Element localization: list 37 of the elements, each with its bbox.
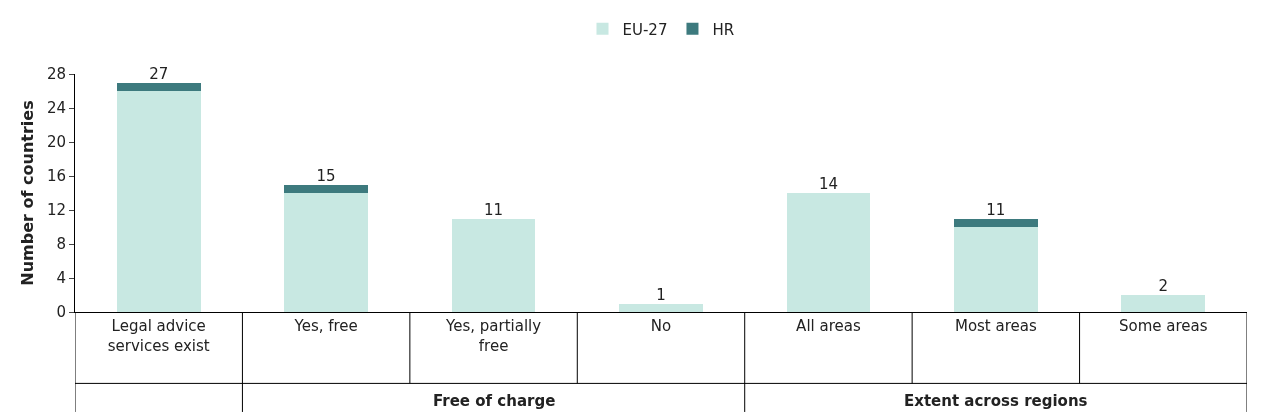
total-label: 27 bbox=[149, 64, 169, 83]
y-axis-title: Number of countries bbox=[18, 100, 37, 286]
x-tick-label: Some areas bbox=[1119, 317, 1208, 335]
x-tick-label: Yes, partially free bbox=[445, 317, 542, 355]
x-tick-label: Yes, free bbox=[293, 317, 358, 335]
y-tick-label: 12 bbox=[46, 201, 66, 220]
legend-label: HR bbox=[712, 20, 735, 39]
total-label: 1 bbox=[656, 285, 666, 304]
bar bbox=[954, 227, 1038, 312]
y-tick-label: 4 bbox=[56, 269, 66, 288]
total-label: 15 bbox=[316, 166, 336, 185]
bar bbox=[954, 218, 1038, 227]
bar bbox=[619, 303, 703, 312]
y-tick-label: 16 bbox=[46, 167, 66, 186]
legend-label: EU-27 bbox=[622, 20, 668, 39]
bar bbox=[786, 193, 871, 312]
bar bbox=[116, 91, 201, 312]
y-tick-label: 24 bbox=[46, 99, 66, 118]
total-label: 11 bbox=[484, 200, 504, 219]
total-label: 11 bbox=[986, 200, 1006, 219]
text: Extent across regions bbox=[904, 392, 1088, 410]
x-tick-label: No bbox=[650, 317, 672, 335]
bar bbox=[284, 184, 368, 193]
bar bbox=[284, 193, 368, 312]
x-tick-label: Legal advice services exist bbox=[107, 317, 210, 355]
x-tick-label: Most areas bbox=[954, 317, 1037, 335]
y-tick-label: 20 bbox=[46, 133, 66, 152]
x-tick-label: All areas bbox=[796, 317, 861, 335]
y-tick-label: 8 bbox=[56, 235, 66, 254]
text: Free of charge bbox=[433, 392, 556, 410]
y-tick-label: 0 bbox=[56, 303, 66, 322]
bar bbox=[116, 82, 201, 91]
y-tick-label: 28 bbox=[46, 65, 66, 84]
bar bbox=[451, 218, 536, 312]
total-label: 14 bbox=[818, 175, 838, 194]
bar bbox=[1121, 295, 1206, 312]
total-label: 2 bbox=[1158, 277, 1169, 296]
